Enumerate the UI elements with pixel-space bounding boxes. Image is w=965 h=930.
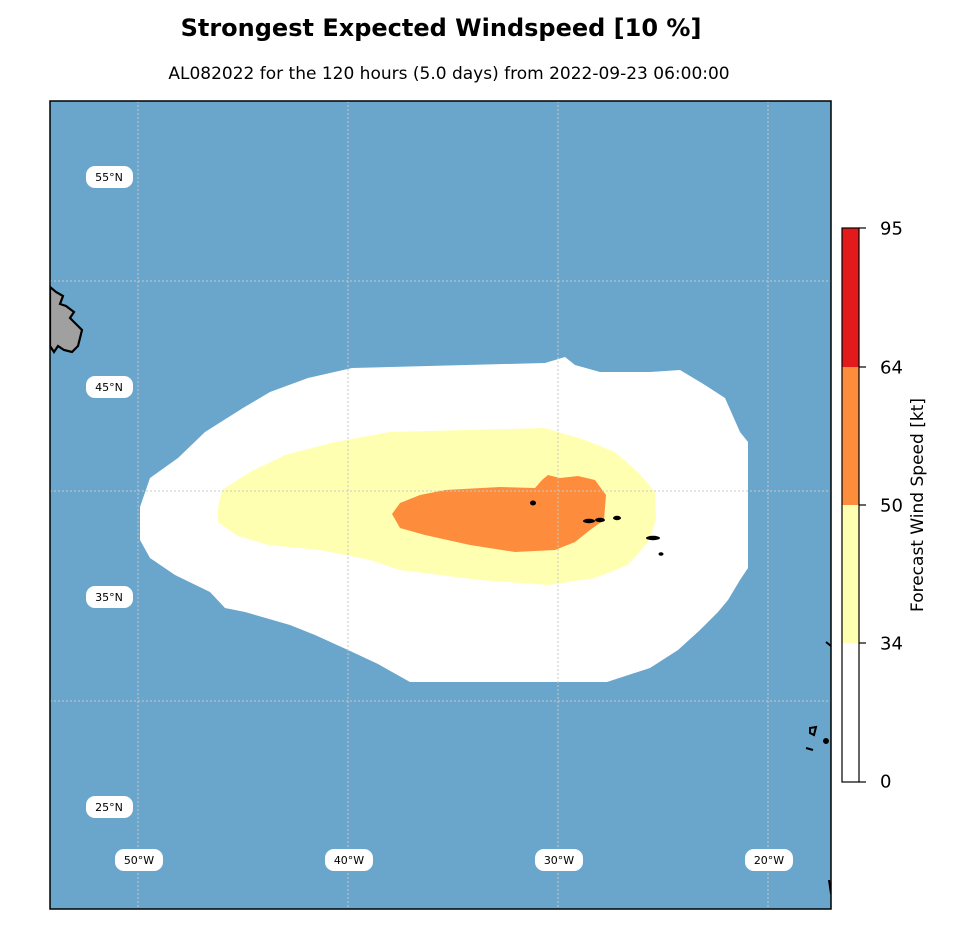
colorbar-tick-34: 34 [880, 633, 903, 655]
colorbar-tick-50: 50 [880, 495, 903, 517]
colorbar [841, 227, 866, 783]
graticule [50, 101, 831, 909]
lon-label-20w: 20°W [754, 854, 784, 867]
canary-madeira-islands [805, 641, 831, 895]
latitude-labels: 55°N 45°N 35°N 25°N [86, 166, 133, 818]
lat-label-45n: 45°N [95, 381, 123, 394]
colorbar-segment-64-95 [842, 228, 859, 367]
map-subtitle: AL082022 for the 120 hours (5.0 days) fr… [168, 64, 730, 84]
map-frame [49, 100, 832, 910]
map-title: Strongest Expected Windspeed [10 %] [180, 14, 702, 42]
colorbar-tick-95: 95 [880, 218, 903, 240]
colorbar-segment-50-64 [842, 367, 859, 505]
coastlines [50, 285, 84, 354]
colorbar-tick-64: 64 [880, 357, 903, 379]
wind-band-64kt [392, 475, 606, 552]
colorbar-label: Forecast Wind Speed [kt] [908, 398, 928, 612]
lat-label-25n: 25°N [95, 801, 123, 814]
lat-label-35n: 35°N [95, 591, 123, 604]
lat-label-55n: 55°N [95, 171, 123, 184]
longitude-labels: 50°W 40°W 30°W 20°W [115, 849, 793, 871]
lon-label-30w: 30°W [544, 854, 574, 867]
colorbar-tick-0: 0 [880, 771, 892, 793]
lon-label-50w: 50°W [124, 854, 154, 867]
newfoundland-coast [50, 285, 84, 354]
lon-label-40w: 40°W [334, 854, 364, 867]
colorbar-segment-0-34 [842, 643, 859, 782]
azores-islands [530, 500, 664, 556]
colorbar-segment-34-50 [842, 505, 859, 643]
